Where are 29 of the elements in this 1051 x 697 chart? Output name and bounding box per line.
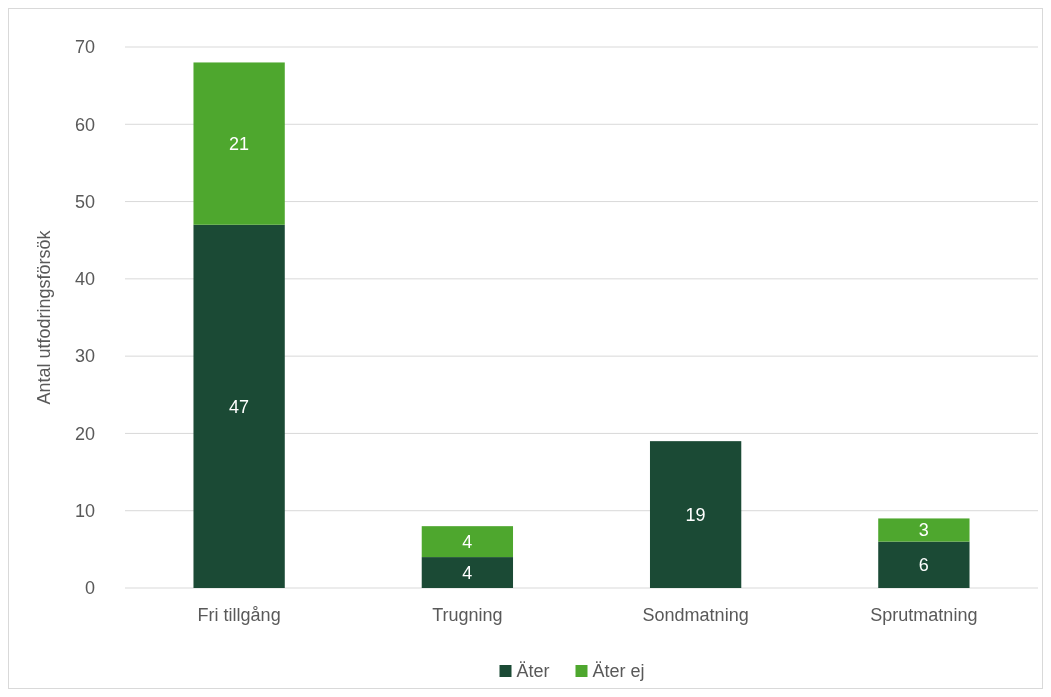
bar	[878, 518, 970, 542]
x-tick-label: Sondmatning	[642, 605, 749, 625]
data-label: 4	[462, 531, 473, 552]
bar	[193, 224, 285, 588]
y-tick-label: 0	[84, 578, 95, 599]
legend-label: Äter ej	[592, 661, 645, 682]
y-tick-label: 60	[74, 114, 95, 135]
x-tick-label: Sprutmatning	[870, 605, 978, 625]
data-label: 21	[229, 133, 250, 154]
y-tick-label: 40	[74, 269, 95, 290]
y-tick-label: 70	[74, 37, 95, 58]
data-label: 3	[918, 520, 929, 541]
y-tick-label: 30	[74, 346, 95, 367]
x-tick-label: Trugning	[432, 605, 503, 625]
y-tick-label: 10	[74, 501, 95, 522]
data-label: 19	[685, 504, 706, 525]
legend-label: Äter	[516, 661, 550, 682]
data-label: 6	[918, 555, 929, 576]
y-axis-title: Antal utfodringsförsök	[34, 229, 55, 405]
data-label: 4	[462, 562, 473, 583]
y-tick-label: 50	[74, 191, 95, 212]
bar	[878, 541, 970, 588]
data-label: 47	[229, 396, 250, 417]
bar	[649, 441, 742, 588]
y-tick-label: 20	[74, 423, 95, 444]
bar	[193, 62, 285, 225]
bar	[421, 557, 514, 588]
x-tick-label: Fri tillgång	[197, 605, 281, 625]
bar	[421, 526, 514, 558]
